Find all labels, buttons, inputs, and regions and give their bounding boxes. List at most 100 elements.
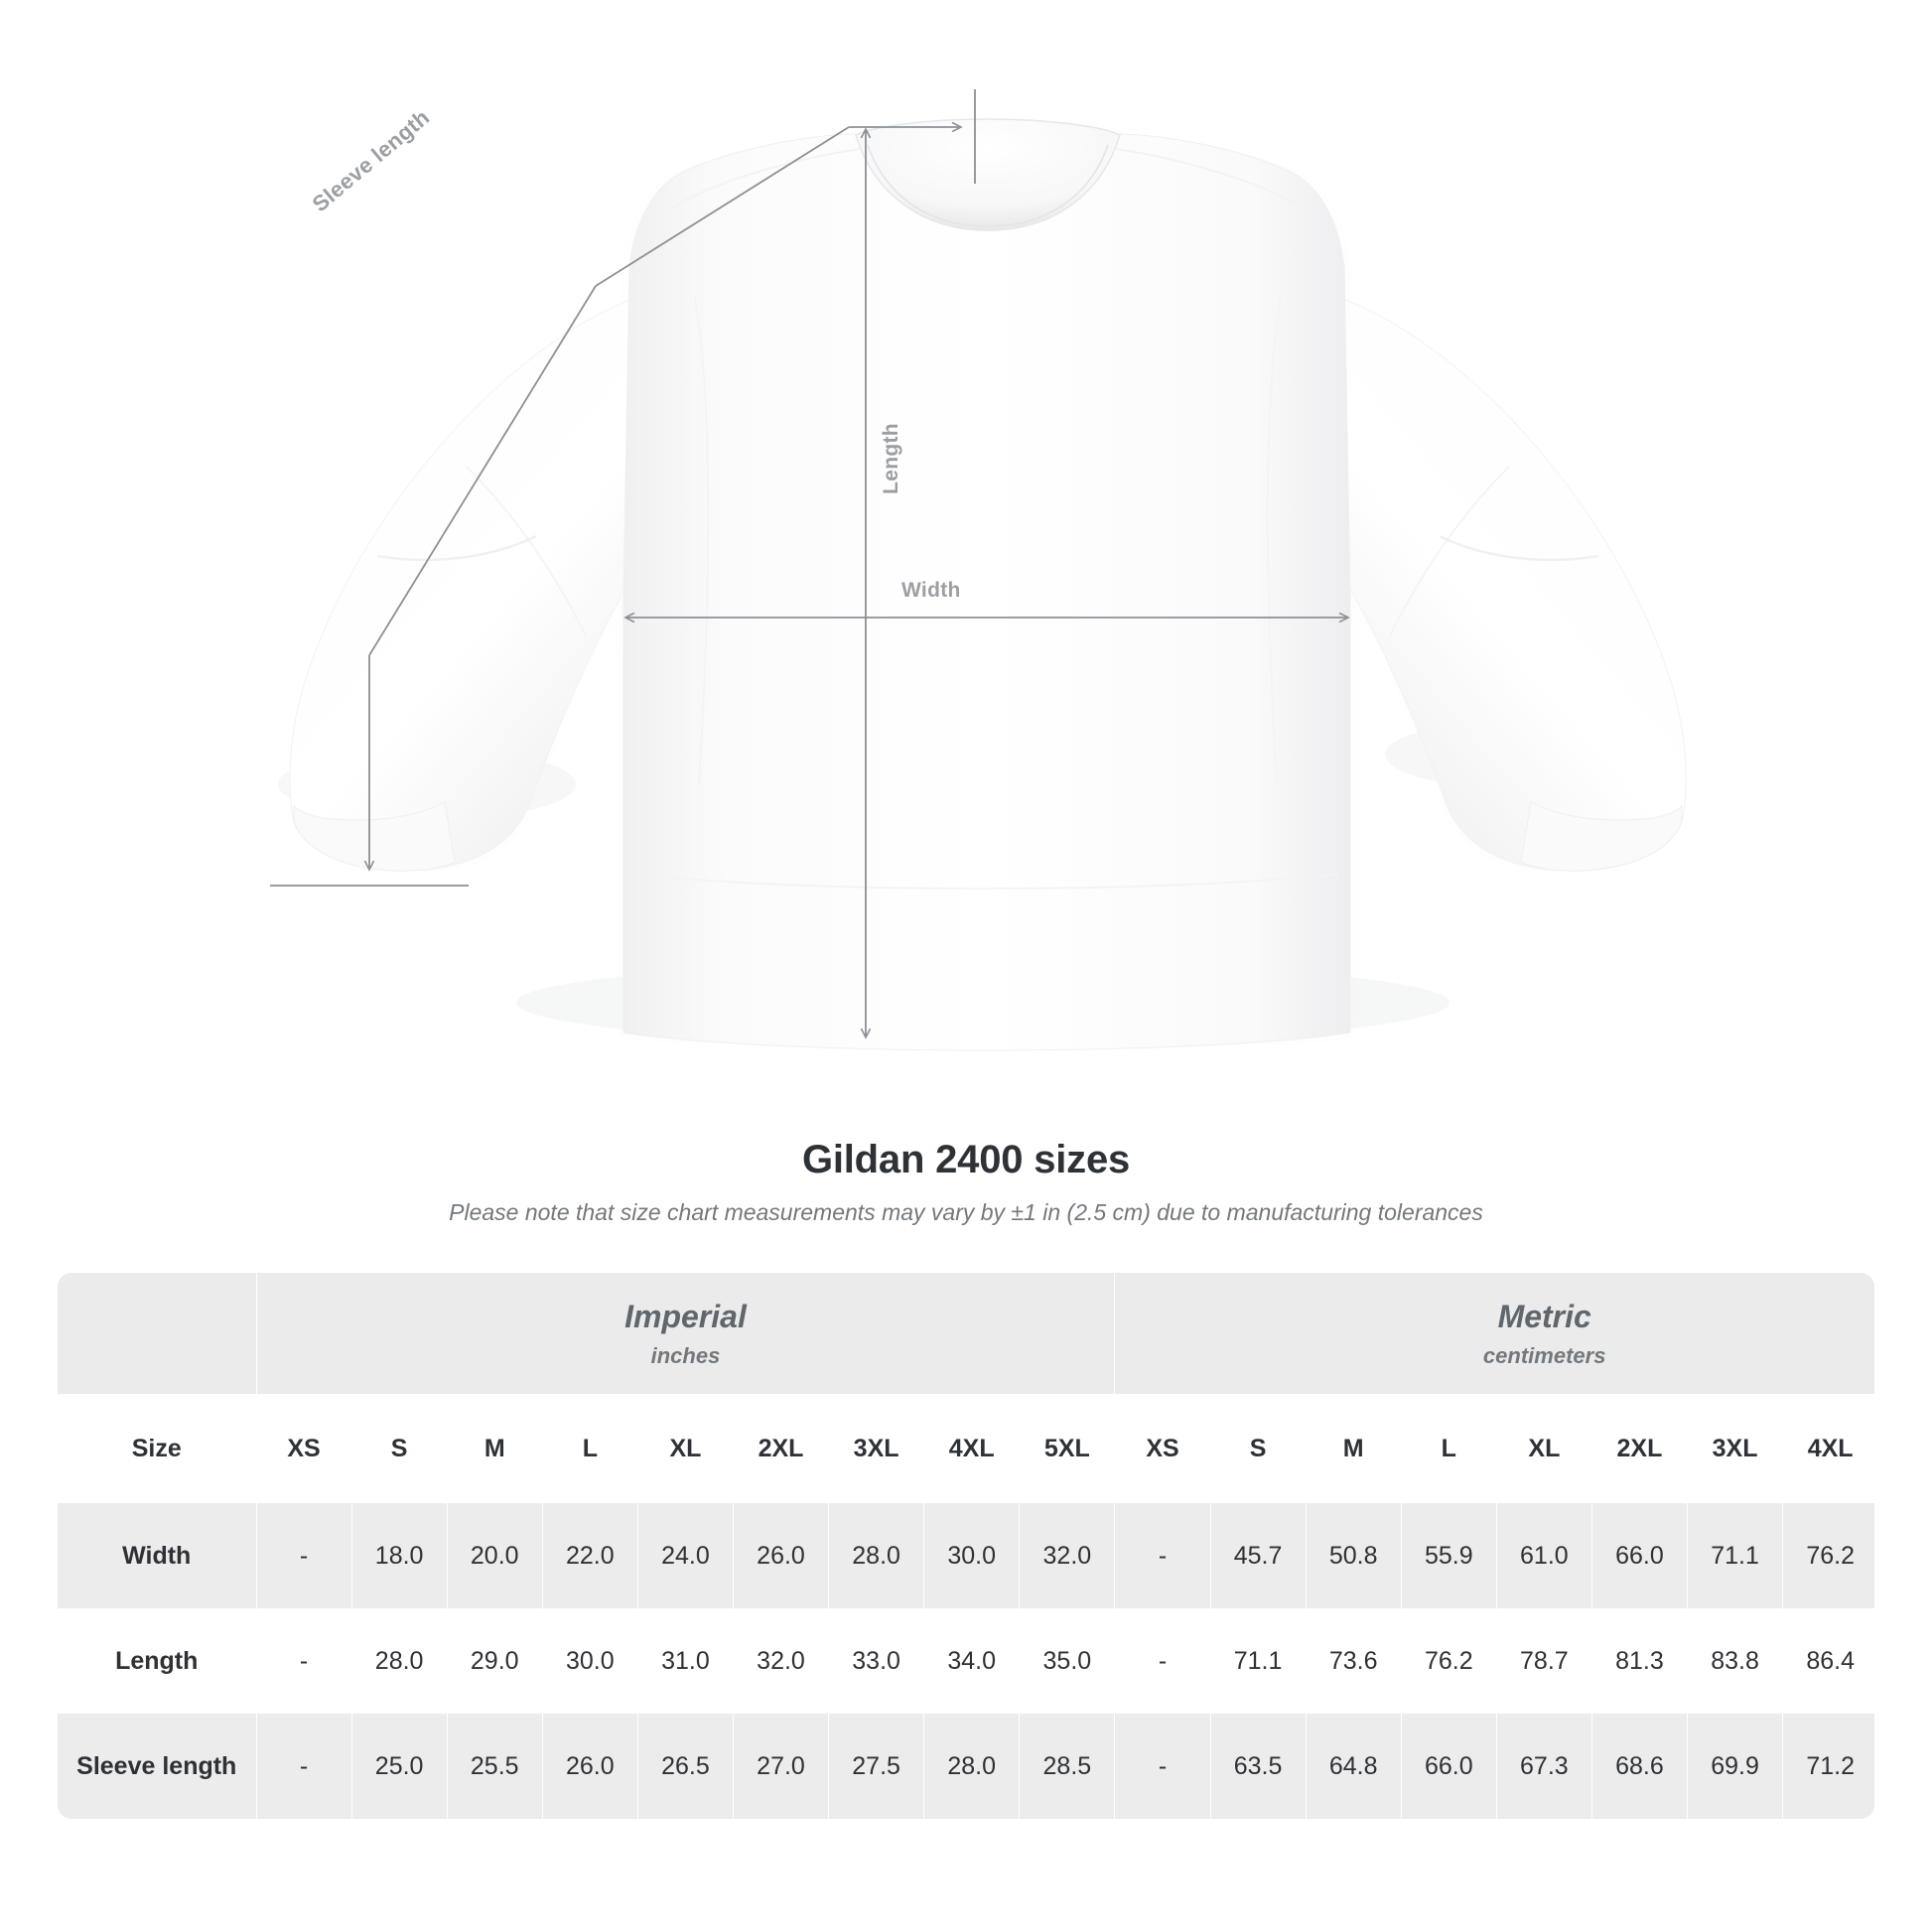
measurement-annotations — [270, 89, 1348, 1037]
cell-width-imperial-4xl: 30.0 — [923, 1503, 1021, 1608]
cell-sleeve-length-imperial-3xl: 27.5 — [828, 1714, 925, 1819]
table-row: Sleeve length -25.0 25.5 26.0 26.5 27.0 27.5 28… — [58, 1714, 1874, 1819]
width-label: Width — [901, 579, 961, 602]
cell-length-imperial-5xl: 35.0 — [1019, 1608, 1116, 1714]
size-header-imperial-2xl: 2XL — [733, 1394, 830, 1503]
size-header-metric-xl: XL — [1496, 1394, 1592, 1503]
unit-sub-metric: centimeters — [1482, 1342, 1606, 1368]
cell-length-imperial-m: 29.0 — [447, 1608, 543, 1714]
cell-width-metric-2xl: 66.0 — [1591, 1503, 1689, 1608]
cell-width-metric-4xl: 76.2 — [1782, 1503, 1874, 1608]
garment-diagram: Sleeve length Length Width — [270, 89, 1687, 1051]
size-header-imperial-4xl: 4XL — [923, 1394, 1021, 1503]
row-label-length: Length — [58, 1608, 257, 1714]
row-label-width: Width — [58, 1503, 257, 1608]
cell-width-metric-xs: - — [1114, 1503, 1211, 1608]
size-chart-table: Imperial inches Metric centimeters Size … — [58, 1273, 1874, 1819]
collar — [855, 118, 1121, 231]
cell-width-imperial-2xl: 26.0 — [733, 1503, 830, 1608]
cell-width-imperial-l: 22.0 — [542, 1503, 638, 1608]
cell-sleeve-length-imperial-xs: - — [256, 1714, 352, 1819]
cell-width-metric-s: 45.7 — [1210, 1503, 1307, 1608]
cell-width-metric-l: 55.9 — [1401, 1503, 1497, 1608]
size-header-metric-xs: XS — [1114, 1394, 1211, 1503]
size-header-imperial-xl: XL — [637, 1394, 734, 1503]
unit-header-imperial: Imperial inches — [256, 1273, 1116, 1394]
cell-width-imperial-xl: 24.0 — [637, 1503, 734, 1608]
size-header-metric-4xl: 4XL — [1782, 1394, 1874, 1503]
cell-width-metric-xl: 61.0 — [1496, 1503, 1592, 1608]
cell-length-imperial-xs: - — [256, 1608, 352, 1714]
unit-banner-row: Imperial inches Metric centimeters — [58, 1273, 1874, 1394]
cell-length-imperial-s: 28.0 — [351, 1608, 448, 1714]
cell-sleeve-length-imperial-2xl: 27.0 — [733, 1714, 830, 1819]
table-body: Width -18.0 20.0 22.0 24.0 26.0 28.0 30.0 32.0-4… — [58, 1503, 1874, 1819]
unit-header-metric: Metric centimeters — [1115, 1273, 1874, 1394]
cell-width-metric-m: 50.8 — [1306, 1503, 1402, 1608]
cell-length-metric-xs: - — [1114, 1608, 1211, 1714]
left-cuff — [293, 801, 456, 872]
cell-sleeve-length-imperial-4xl: 28.0 — [923, 1714, 1021, 1819]
unit-sub-imperial: inches — [650, 1342, 721, 1368]
size-header-label: Size — [58, 1394, 257, 1503]
cell-width-imperial-s: 18.0 — [351, 1503, 448, 1608]
unit-spacer-cell — [58, 1273, 257, 1394]
cell-sleeve-length-metric-l: 66.0 — [1401, 1714, 1497, 1819]
table-row: Length -28.0 29.0 30.0 31.0 32.0 33.0 34.0 35.0-… — [58, 1608, 1874, 1714]
size-header-metric-s: S — [1210, 1394, 1307, 1503]
size-header-metric-m: M — [1306, 1394, 1402, 1503]
cell-length-metric-s: 71.1 — [1210, 1608, 1307, 1714]
size-header-imperial-xs: XS — [255, 1394, 352, 1503]
cell-length-metric-3xl: 83.8 — [1687, 1608, 1784, 1714]
size-header-imperial-s: S — [351, 1394, 448, 1503]
cell-sleeve-length-metric-m: 64.8 — [1306, 1714, 1402, 1819]
cell-length-imperial-4xl: 34.0 — [923, 1608, 1021, 1714]
cell-width-imperial-5xl: 32.0 — [1019, 1503, 1116, 1608]
size-header-imperial-l: L — [542, 1394, 638, 1503]
table-head: Imperial inches Metric centimeters Size … — [58, 1273, 1874, 1503]
cell-sleeve-length-imperial-5xl: 28.5 — [1019, 1714, 1116, 1819]
cell-length-imperial-2xl: 32.0 — [733, 1608, 830, 1714]
size-header-imperial-m: M — [447, 1394, 543, 1503]
shirt-body — [622, 133, 1351, 1051]
cell-width-metric-3xl: 71.1 — [1687, 1503, 1784, 1608]
cell-sleeve-length-metric-2xl: 68.6 — [1591, 1714, 1689, 1819]
garment-illustration — [270, 89, 1687, 1051]
cell-length-imperial-3xl: 33.0 — [828, 1608, 925, 1714]
cell-sleeve-length-imperial-xl: 26.5 — [637, 1714, 734, 1819]
size-chart-table-container: Imperial inches Metric centimeters Size … — [58, 1273, 1874, 1819]
row-label-sleeve-length: Sleeve length — [58, 1714, 257, 1819]
size-header-metric-3xl: 3XL — [1687, 1394, 1784, 1503]
cell-length-imperial-l: 30.0 — [542, 1608, 638, 1714]
cell-sleeve-length-metric-s: 63.5 — [1210, 1714, 1307, 1819]
size-header-imperial-5xl: 5XL — [1019, 1394, 1116, 1503]
size-header-metric-l: L — [1401, 1394, 1497, 1503]
cell-length-metric-xl: 78.7 — [1496, 1608, 1592, 1714]
table-row: Width -18.0 20.0 22.0 24.0 26.0 28.0 30.0 32.0-4… — [58, 1503, 1874, 1608]
tolerance-note: Please note that size chart measurements… — [449, 1199, 1483, 1225]
cell-sleeve-length-metric-4xl: 71.2 — [1782, 1714, 1874, 1819]
cell-length-imperial-xl: 31.0 — [637, 1608, 734, 1714]
cell-sleeve-length-imperial-s: 25.0 — [351, 1714, 448, 1819]
unit-name-imperial: Imperial — [624, 1298, 747, 1334]
chart-heading: Gildan 2400 sizes Please note that size … — [0, 1138, 1932, 1226]
cell-width-imperial-xs: - — [256, 1503, 352, 1608]
page-title: Gildan 2400 sizes — [801, 1138, 1131, 1181]
cell-sleeve-length-metric-3xl: 69.9 — [1687, 1714, 1784, 1819]
cell-length-metric-2xl: 81.3 — [1591, 1608, 1689, 1714]
length-label: Length — [879, 423, 902, 494]
cell-sleeve-length-metric-xs: - — [1114, 1714, 1211, 1819]
right-cuff — [1520, 801, 1683, 872]
sleeve-length-dimension — [270, 89, 976, 887]
left-sleeve — [289, 297, 636, 872]
cell-sleeve-length-imperial-m: 25.5 — [447, 1714, 543, 1819]
size-header-metric-2xl: 2XL — [1591, 1394, 1689, 1503]
cell-sleeve-length-imperial-l: 26.0 — [542, 1714, 638, 1819]
cell-length-metric-l: 76.2 — [1401, 1608, 1497, 1714]
cell-width-imperial-m: 20.0 — [447, 1503, 543, 1608]
right-sleeve — [1339, 297, 1687, 872]
unit-name-metric: Metric — [1497, 1298, 1591, 1334]
cell-length-metric-m: 73.6 — [1306, 1608, 1402, 1714]
cell-length-metric-4xl: 86.4 — [1782, 1608, 1874, 1714]
cell-width-imperial-3xl: 28.0 — [828, 1503, 925, 1608]
